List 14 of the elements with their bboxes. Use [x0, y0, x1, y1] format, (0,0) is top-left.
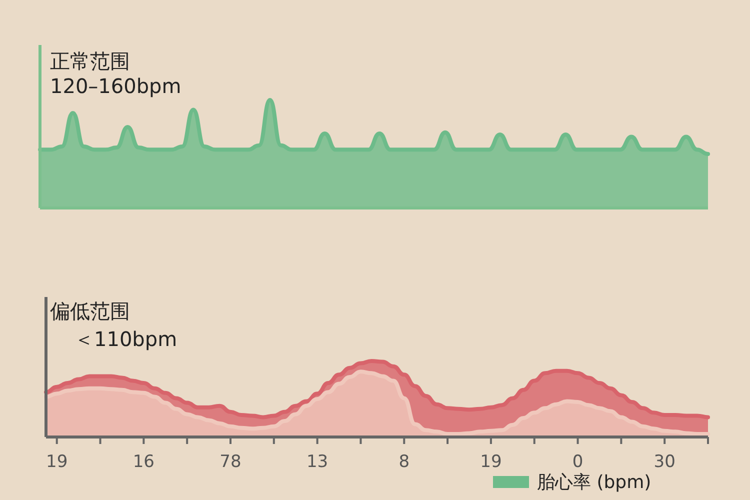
- x-tick-label: 19: [46, 452, 68, 472]
- x-tick-label: 13: [306, 452, 328, 472]
- x-tick-label: 8: [398, 452, 410, 472]
- legend-label: 胎心率 (bpm): [537, 472, 652, 493]
- text: 偏低范围: [50, 299, 130, 323]
- x-tick-label: 30: [654, 452, 676, 472]
- x-tick-label: 19: [480, 452, 502, 472]
- text: 120–160bpm: [50, 74, 182, 98]
- text: ＜110bpm: [74, 327, 178, 351]
- x-tick-label: 16: [132, 452, 154, 472]
- legend: 胎心率 (bpm): [493, 472, 652, 493]
- x-tick-label: 78: [220, 452, 242, 472]
- text: 正常范围: [50, 49, 130, 73]
- x-tick-label: 0: [572, 452, 584, 472]
